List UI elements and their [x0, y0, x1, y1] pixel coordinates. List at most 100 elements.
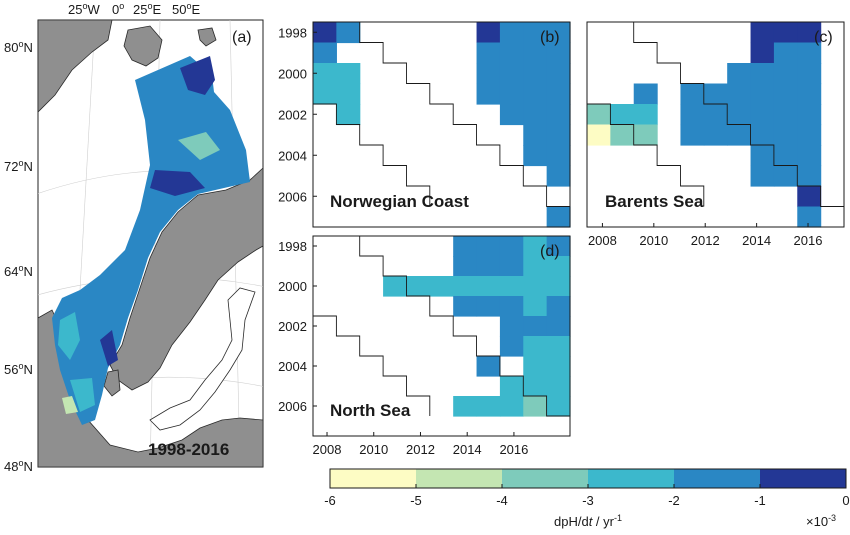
heatmap-cell: [523, 236, 548, 257]
y-tick-label: 2002: [278, 107, 307, 122]
lon-label-25w: 25oW: [68, 1, 100, 17]
heatmap-cell: [499, 316, 524, 337]
heatmap-cell: [313, 42, 337, 64]
time-window-boundary: [587, 103, 705, 207]
heatmap-cell: [523, 63, 548, 85]
heatmap-cell: [546, 316, 571, 337]
heatmap-cell: [587, 124, 611, 146]
heatmap-cell: [773, 83, 798, 105]
panel-label-c: (c): [814, 29, 833, 46]
heatmap-cell: [383, 276, 408, 297]
y-tick-label: 1998: [278, 25, 307, 40]
colorbar-swatch: [588, 469, 675, 488]
heatmap-cell: [773, 104, 798, 126]
heatmap-panel-barents-sea: (c) Barents Sea 2008 2010 2012 2014 2016: [586, 21, 845, 248]
heatmap-cell: [633, 124, 658, 146]
heatmap-cell: [453, 256, 478, 277]
heatmap-cell: [797, 206, 822, 228]
heatmap-cell: [523, 42, 548, 64]
heatmap-cell: [727, 124, 752, 146]
x-tick-label: 2012: [406, 442, 435, 457]
colorbar-title: dpH/dt / yr-1 ×10-3: [554, 513, 836, 529]
latitude-labels: 80oN 72oN 64oN 56oN 48oN: [4, 39, 33, 474]
heatmap-cell: [703, 104, 728, 126]
heatmap-panel-norwegian-coast: (b) Norwegian Coast 1998 2000 2002 2004 2006: [278, 21, 571, 228]
lat-label-56n: 56oN: [4, 361, 33, 377]
colorbar-tick-label: -5: [410, 493, 422, 508]
x-tick-label: 2008: [588, 233, 617, 248]
heatmap-cell: [313, 63, 337, 85]
heatmap-cell: [523, 316, 548, 337]
heatmap-cell: [453, 236, 478, 257]
heatmap-cell: [546, 83, 571, 105]
heatmap-cell: [546, 376, 571, 397]
longitude-labels: 25oW 0o 25oE 50oE: [68, 1, 200, 17]
heatmap-cell: [546, 206, 571, 228]
heatmap-cell: [546, 396, 571, 417]
y-tick-label: 2006: [278, 189, 307, 204]
x-tick-label: 2016: [794, 233, 823, 248]
colorbar-tick-label: -6: [324, 493, 336, 508]
heatmap-cell: [587, 104, 611, 126]
x-tick-label: 2008: [313, 442, 342, 457]
y-tick-label: 2002: [278, 319, 307, 334]
heatmap-cell: [773, 22, 798, 44]
x-tick-label: 2010: [639, 233, 668, 248]
x-tick-label: 2014: [453, 442, 482, 457]
heatmap-cell: [633, 104, 658, 126]
heatmap-cell: [797, 22, 822, 44]
colorbar-tick-label: -3: [582, 493, 594, 508]
heatmap-cell: [476, 22, 501, 44]
heatmap-cell: [727, 83, 752, 105]
heatmap-cell: [499, 396, 524, 417]
heatmap-cell: [680, 104, 705, 126]
heatmap-cell: [453, 396, 478, 417]
y-tick-label: 2000: [278, 279, 307, 294]
heatmap-cell: [476, 83, 501, 105]
region-label: Norwegian Coast: [330, 192, 469, 211]
lon-label-0: 0o: [112, 1, 124, 17]
colorbar-tick-label: -4: [496, 493, 508, 508]
heatmap-cell: [633, 83, 658, 105]
heatmap-cell: [476, 236, 501, 257]
heatmap-cell: [546, 356, 571, 377]
x-tick-label: 2010: [359, 442, 388, 457]
heatmap-cell: [546, 104, 571, 126]
panel-frame: [312, 21, 571, 228]
heatmap-cell: [797, 145, 822, 167]
y-tick-label: 2000: [278, 66, 307, 81]
heatmap-cell: [476, 356, 501, 377]
heatmap-cell: [750, 145, 775, 167]
panel-label-a: (a): [232, 29, 252, 46]
heatmap-cell: [610, 104, 635, 126]
heatmap-cell: [523, 396, 548, 417]
heatmap-cell: [727, 104, 752, 126]
y-tick-label: 2004: [278, 148, 307, 163]
heatmap-cell: [546, 296, 571, 317]
heatmap-cell: [523, 22, 548, 44]
heatmap-cell: [523, 376, 548, 397]
heatmap-cell: [523, 104, 548, 126]
lat-label-48n: 48oN: [4, 458, 33, 474]
time-window-boundary: [313, 315, 431, 416]
heatmap-cell: [797, 83, 822, 105]
land-masses: [38, 20, 263, 467]
heatmap-cell: [546, 236, 571, 257]
heatmap-cell: [499, 296, 524, 317]
heatmap-cell: [499, 42, 524, 64]
heatmap-cell: [680, 124, 705, 146]
heatmap-cell: [750, 42, 775, 64]
x-tick-label: 2012: [691, 233, 720, 248]
heatmap-cell: [797, 124, 822, 146]
heatmap-cell: [750, 165, 775, 187]
heatmap-cell: [453, 296, 478, 317]
heatmap-cell: [546, 63, 571, 85]
heatmap-cell: [773, 124, 798, 146]
heatmap-cell: [750, 104, 775, 126]
heatmap-cell: [750, 63, 775, 85]
heatmap-cell: [499, 236, 524, 257]
baltic-sea: [149, 287, 256, 431]
heatmap-panel-north-sea: (d) North Sea 1998 2000 2002 2004 2006 2008 2010…: [278, 235, 571, 457]
colorbar-swatch: [330, 469, 417, 488]
colorbar-scale: ×10-3: [806, 513, 836, 529]
